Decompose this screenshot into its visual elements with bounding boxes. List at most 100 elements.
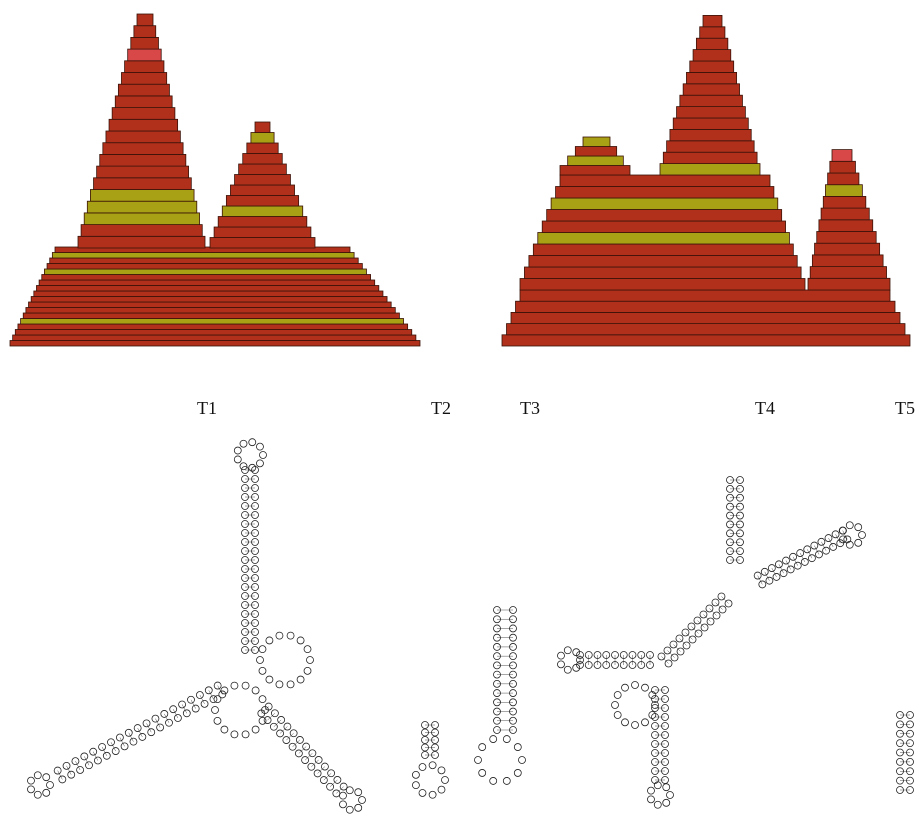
layer bbox=[29, 302, 392, 308]
layer bbox=[821, 208, 869, 220]
layer bbox=[243, 154, 283, 165]
base-pair bbox=[84, 756, 89, 765]
layer bbox=[34, 291, 383, 297]
layer bbox=[134, 26, 156, 38]
nucleotide bbox=[642, 684, 649, 691]
layer bbox=[683, 84, 739, 95]
base-pair bbox=[138, 728, 143, 737]
nucleotide bbox=[355, 804, 362, 811]
nucleotide bbox=[221, 726, 228, 733]
nucleotide bbox=[855, 524, 862, 531]
layer bbox=[815, 243, 880, 255]
layer bbox=[667, 141, 755, 152]
layer bbox=[703, 15, 722, 26]
nucleotide bbox=[242, 731, 249, 738]
layer bbox=[551, 198, 778, 210]
layer bbox=[700, 27, 725, 38]
base-pair bbox=[793, 557, 798, 566]
layer bbox=[118, 84, 169, 96]
base-pair bbox=[772, 568, 777, 577]
nucleotide bbox=[490, 736, 497, 743]
figure: T1 T2 T3 T4 T5 bbox=[0, 0, 919, 814]
nucleotide bbox=[212, 707, 219, 714]
nucleotide bbox=[564, 647, 571, 654]
layer bbox=[121, 73, 166, 85]
layer bbox=[819, 220, 873, 232]
base-pair bbox=[814, 546, 819, 555]
base-pair bbox=[800, 553, 805, 562]
nucleotide bbox=[346, 806, 353, 813]
layer bbox=[47, 264, 362, 270]
layer bbox=[677, 107, 746, 118]
nucleotide bbox=[479, 769, 486, 776]
base-pair bbox=[147, 723, 152, 732]
rna-structures bbox=[27, 439, 913, 814]
layer bbox=[568, 156, 624, 166]
nucleotide bbox=[632, 682, 639, 689]
nucleotide bbox=[663, 799, 670, 806]
nucleotide bbox=[252, 687, 259, 694]
layer bbox=[507, 324, 906, 335]
nucleotide bbox=[855, 539, 862, 546]
layer bbox=[690, 61, 734, 72]
layer bbox=[31, 297, 387, 303]
nucleotide bbox=[419, 789, 426, 796]
layer bbox=[583, 137, 610, 147]
nucleotide bbox=[259, 646, 266, 653]
layer bbox=[511, 312, 900, 323]
layer bbox=[516, 301, 896, 312]
layer bbox=[812, 255, 883, 267]
nucleotide bbox=[654, 782, 661, 789]
nucleotide bbox=[240, 440, 247, 447]
base-pair bbox=[67, 766, 72, 775]
layer bbox=[106, 131, 180, 143]
layer bbox=[112, 108, 175, 120]
base-pair bbox=[828, 538, 833, 547]
structure-label: T1 bbox=[197, 398, 217, 418]
layer bbox=[81, 225, 202, 237]
layer bbox=[830, 161, 856, 173]
layer bbox=[808, 278, 890, 290]
nucleotide bbox=[297, 676, 304, 683]
base-pair bbox=[173, 709, 178, 718]
layer bbox=[15, 330, 411, 336]
layer bbox=[575, 147, 616, 157]
nucleotide bbox=[564, 666, 571, 673]
nucleotide bbox=[429, 762, 436, 769]
layer bbox=[520, 279, 805, 291]
layer bbox=[97, 166, 189, 178]
layer bbox=[529, 256, 797, 268]
nucleotide bbox=[438, 786, 445, 793]
layer bbox=[251, 133, 274, 144]
nucleotide bbox=[846, 522, 853, 529]
base-pair bbox=[129, 733, 134, 742]
layer bbox=[125, 61, 164, 73]
layer bbox=[109, 119, 178, 131]
nucleotide bbox=[34, 772, 41, 779]
nucleotide bbox=[304, 667, 311, 674]
layer bbox=[100, 154, 186, 166]
layer bbox=[817, 232, 876, 244]
nucleotide bbox=[647, 796, 654, 803]
nucleotide bbox=[276, 681, 283, 688]
nucleotide bbox=[622, 684, 629, 691]
layer bbox=[673, 118, 748, 129]
nucleotide bbox=[612, 702, 619, 709]
nucleotide bbox=[642, 719, 649, 726]
layer bbox=[84, 213, 199, 225]
nucleotide bbox=[859, 532, 866, 539]
layer bbox=[26, 308, 395, 314]
nucleotide bbox=[503, 777, 510, 784]
nucleotide bbox=[307, 657, 314, 664]
nucleotide bbox=[839, 527, 846, 534]
layer bbox=[696, 38, 727, 49]
base-pair bbox=[102, 747, 107, 756]
nucleotide bbox=[514, 744, 521, 751]
nucleotide bbox=[27, 777, 34, 784]
nucleotide bbox=[557, 661, 564, 668]
nucleotide bbox=[339, 801, 346, 808]
structure-label: T2 bbox=[431, 398, 451, 418]
layer bbox=[214, 227, 311, 238]
nucleotide bbox=[304, 646, 311, 653]
nucleotide bbox=[514, 769, 521, 776]
